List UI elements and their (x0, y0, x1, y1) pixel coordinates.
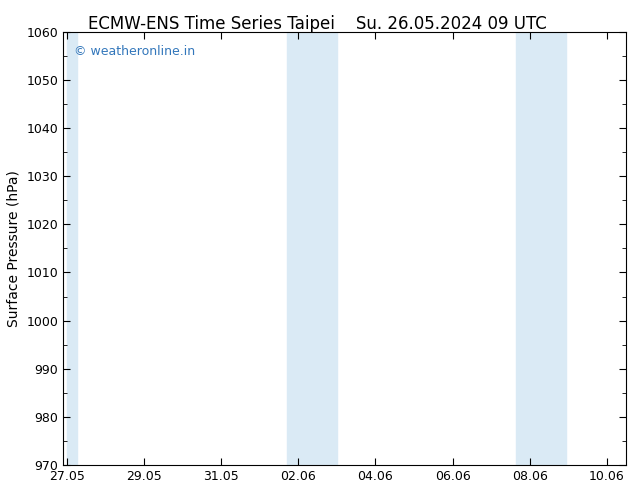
Bar (287, 31, 312, 465)
Bar (541, 31, 566, 465)
Bar (67, 31, 77, 465)
Bar (312, 31, 337, 465)
Text: © weatheronline.in: © weatheronline.in (74, 45, 196, 57)
Y-axis label: Surface Pressure (hPa): Surface Pressure (hPa) (7, 170, 21, 327)
Text: ECMW-ENS Time Series Taipei    Su. 26.05.2024 09 UTC: ECMW-ENS Time Series Taipei Su. 26.05.20… (87, 15, 547, 33)
Bar (516, 31, 541, 465)
